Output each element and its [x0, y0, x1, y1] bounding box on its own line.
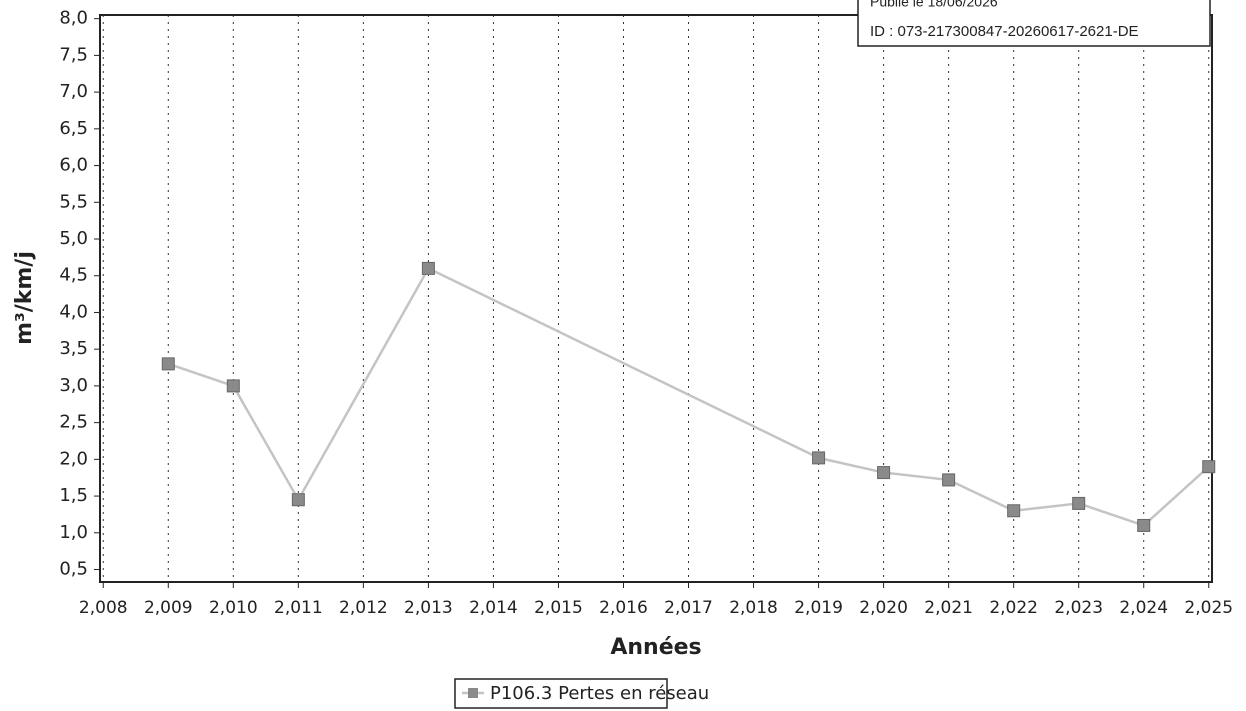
x-tick-label: 2,020: [859, 598, 908, 618]
stamp-box: [857, 0, 1211, 47]
y-tick-label: 2,0: [59, 448, 88, 469]
x-tick-label: 2,010: [209, 598, 258, 618]
y-tick-label: 4,5: [59, 265, 88, 286]
x-tick-label: 2,021: [924, 598, 973, 618]
y-tick-label: 6,5: [59, 118, 88, 139]
x-tick-label: 2,023: [1054, 598, 1103, 618]
y-tick-label: 8,0: [59, 8, 88, 29]
y-tick-label: 2,5: [59, 412, 88, 433]
y-tick-label: 5,5: [59, 191, 88, 212]
y-tick-label: 3,0: [59, 375, 88, 396]
legend-label: P106.3 Pertes en réseau: [490, 683, 709, 704]
y-axis-label: m³/km/j: [12, 251, 37, 345]
point-marker: [1072, 496, 1086, 510]
x-tick-label: 2,016: [599, 598, 648, 618]
x-tick-label: 2,018: [729, 598, 778, 618]
y-tick-label: 5,0: [59, 228, 88, 249]
stamp-text: ID : 073-217300847-20260617-2621-DE: [870, 23, 1139, 40]
stamp-text: Publié le 18/06/2026: [870, 0, 998, 10]
x-axis-label: Années: [610, 635, 701, 660]
x-tick-label: 2,024: [1119, 598, 1168, 618]
x-tick-label: 2,013: [404, 598, 453, 618]
y-tick-label: 3,5: [59, 338, 88, 359]
point-marker: [812, 451, 826, 465]
x-tick-label: 2,008: [79, 598, 128, 618]
y-tick-label: 6,0: [59, 155, 88, 176]
point-marker: [421, 261, 435, 275]
x-tick-label: 2,015: [534, 598, 583, 618]
x-tick-label: 2,014: [469, 598, 518, 618]
point-marker: [942, 473, 956, 487]
y-tick-label: 1,5: [59, 485, 88, 506]
x-tick-label: 2,011: [274, 598, 323, 618]
legend-box: [454, 678, 668, 709]
x-tick-label: 2,009: [144, 598, 193, 618]
x-tick-label: 2,025: [1184, 598, 1233, 618]
point-marker: [1137, 518, 1151, 532]
point-marker: [291, 493, 305, 507]
plot-area: [99, 14, 1213, 583]
y-tick-label: 0,5: [59, 559, 88, 580]
y-tick-label: 7,5: [59, 44, 88, 65]
point-marker: [1202, 460, 1216, 474]
y-tick-label: 4,0: [59, 301, 88, 322]
y-tick-label: 1,0: [59, 522, 88, 543]
point-marker: [226, 379, 240, 393]
point-marker: [161, 357, 175, 371]
x-tick-label: 2,012: [339, 598, 388, 618]
point-marker: [1007, 504, 1021, 518]
legend-marker: [468, 688, 478, 698]
x-tick-label: 2,022: [989, 598, 1038, 618]
x-tick-label: 2,019: [794, 598, 843, 618]
y-tick-label: 7,0: [59, 81, 88, 102]
point-marker: [877, 466, 891, 480]
x-tick-label: 2,017: [664, 598, 713, 618]
